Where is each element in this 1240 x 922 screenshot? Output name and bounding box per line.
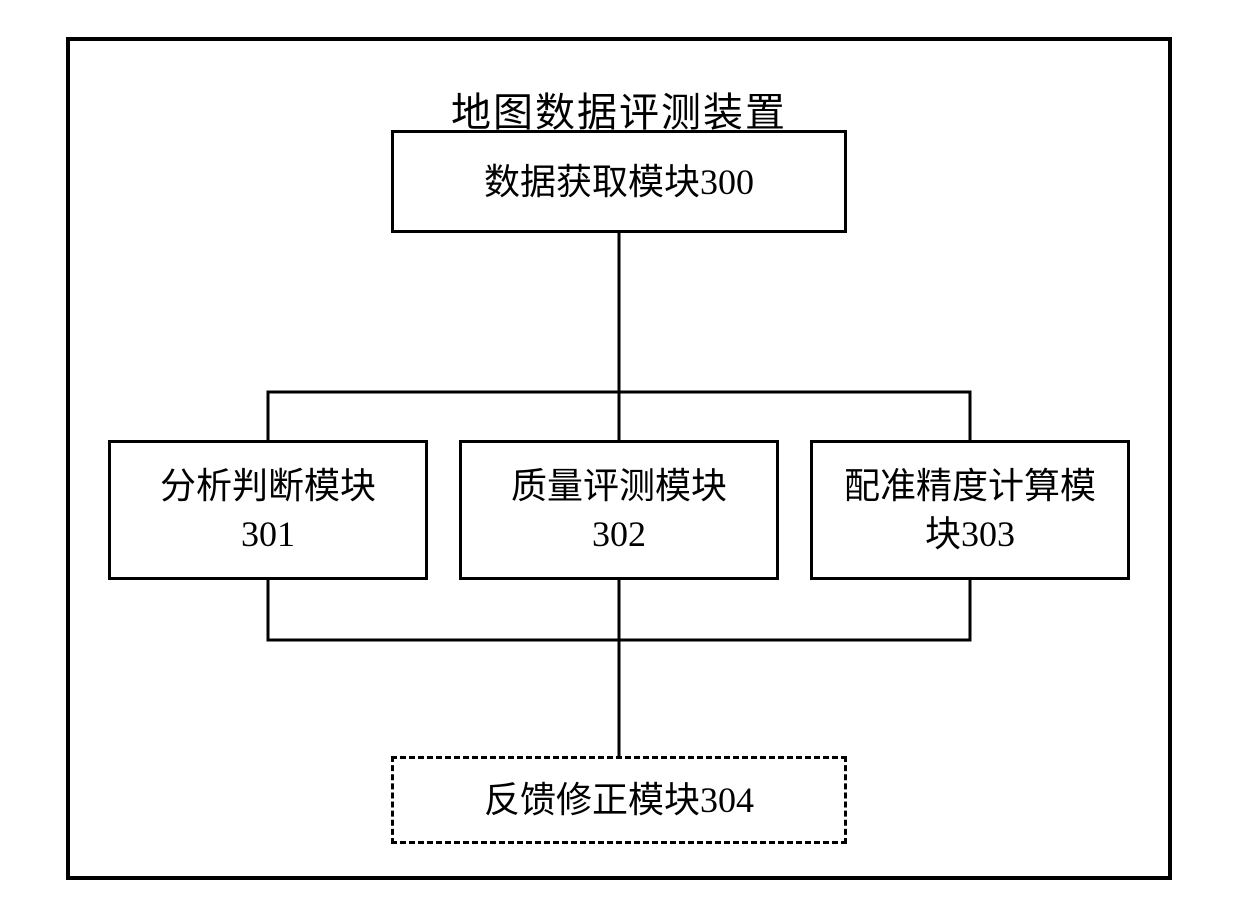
node-box-n301: 分析判断模块301 bbox=[108, 440, 428, 580]
node-label-line2: 302 bbox=[511, 510, 727, 558]
diagram-title-text: 地图数据评测装置 bbox=[451, 90, 787, 135]
node-box-n303: 配准精度计算模块303 bbox=[810, 440, 1130, 580]
node-label: 分析判断模块301 bbox=[160, 462, 376, 558]
node-label-line2: 块303 bbox=[844, 510, 1096, 558]
node-label-line1: 配准精度计算模 bbox=[844, 462, 1096, 510]
node-label: 数据获取模块300 bbox=[484, 158, 754, 206]
node-label: 质量评测模块302 bbox=[511, 462, 727, 558]
node-label-line1: 分析判断模块 bbox=[160, 462, 376, 510]
node-label-line2: 301 bbox=[160, 510, 376, 558]
node-box-n300: 数据获取模块300 bbox=[391, 130, 847, 233]
diagram-canvas: 地图数据评测装置 数据获取模块300 分析判断模块301 质量评测模块302 配准精度… bbox=[0, 0, 1240, 922]
node-label-line1: 反馈修正模块304 bbox=[484, 776, 754, 824]
node-label-line1: 质量评测模块 bbox=[511, 462, 727, 510]
node-box-n304: 反馈修正模块304 bbox=[391, 756, 847, 844]
node-box-n302: 质量评测模块302 bbox=[459, 440, 779, 580]
node-label: 反馈修正模块304 bbox=[484, 776, 754, 824]
node-label-line1: 数据获取模块300 bbox=[484, 158, 754, 206]
node-label: 配准精度计算模块303 bbox=[844, 462, 1096, 558]
